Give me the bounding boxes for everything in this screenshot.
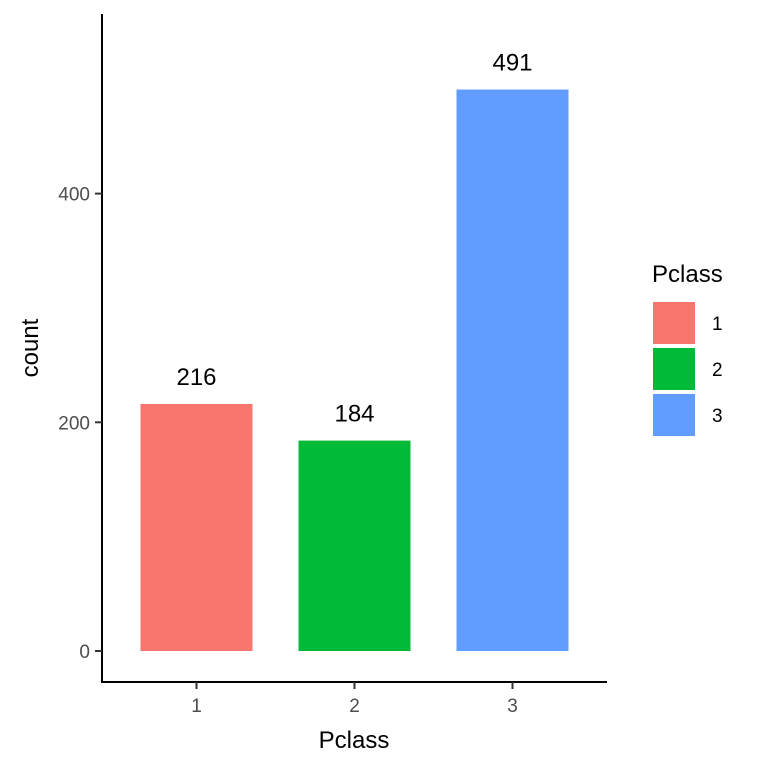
x-tick-label-3: 3 (507, 696, 518, 717)
x-axis-title: Pclass (319, 727, 390, 754)
x-tick-label-1: 1 (191, 696, 202, 717)
x-ticks-layer: 1 2 3 (191, 682, 518, 717)
data-label-2: 184 (334, 401, 374, 428)
legend-items: 1 2 3 (653, 302, 723, 436)
y-tick-label-200: 200 (58, 413, 90, 434)
legend-key-1 (653, 302, 695, 344)
bar-2 (298, 440, 411, 651)
bar-1 (140, 404, 253, 651)
legend-key-2 (653, 348, 695, 390)
y-tick-label-400: 400 (58, 185, 90, 206)
legend-label-3: 3 (712, 406, 723, 427)
data-labels-layer: 216 184 491 (176, 50, 532, 428)
legend-label-1: 1 (712, 314, 723, 335)
y-tick-label-0: 0 (79, 642, 90, 663)
y-axis-title: count (17, 318, 44, 377)
y-ticks-layer: 0 200 400 (58, 185, 102, 663)
legend: Pclass 1 2 3 (652, 261, 723, 436)
x-tick-label-2: 2 (349, 696, 360, 717)
bar-3 (456, 89, 569, 651)
bars-layer (140, 89, 569, 651)
legend-label-2: 2 (712, 360, 723, 381)
data-label-3: 491 (492, 50, 532, 77)
legend-key-3 (653, 394, 695, 436)
data-label-1: 216 (176, 364, 216, 391)
legend-title: Pclass (652, 261, 723, 288)
